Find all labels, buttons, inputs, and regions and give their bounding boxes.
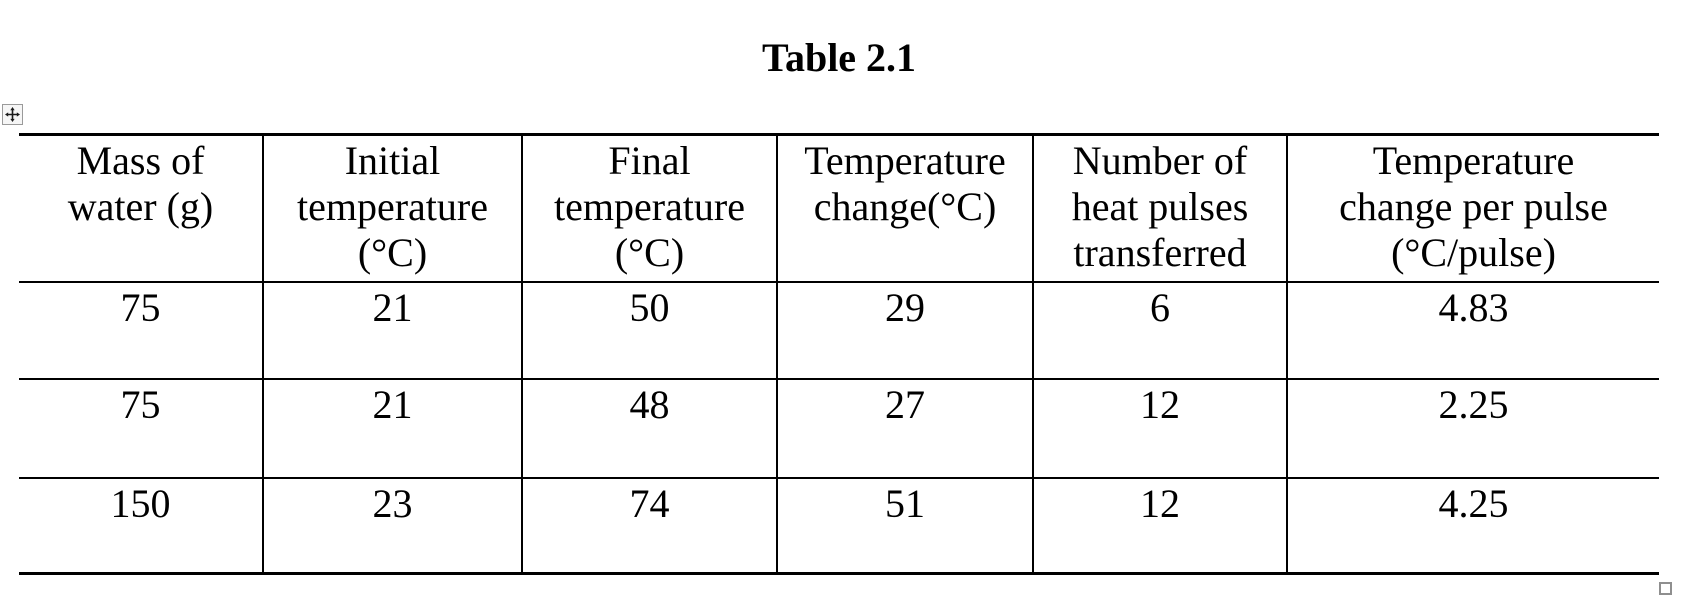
- table-move-handle[interactable]: [2, 104, 23, 125]
- table-row: 75 21 48 27 12 2.25: [19, 378, 1659, 479]
- col-header-initial-temperature[interactable]: Initial temperature (°C): [262, 134, 522, 283]
- cell-pulses[interactable]: 12: [1032, 378, 1287, 479]
- cell-pulses[interactable]: 12: [1032, 477, 1287, 574]
- col-header-final-temperature[interactable]: Final temperature (°C): [521, 134, 777, 283]
- cell-change-per-pulse[interactable]: 4.25: [1286, 477, 1659, 574]
- cell-initial-temp[interactable]: 23: [262, 477, 522, 574]
- table-row: 75 21 50 29 6 4.83: [19, 281, 1659, 380]
- cell-change-per-pulse[interactable]: 2.25: [1286, 378, 1659, 479]
- cell-final-temp[interactable]: 74: [521, 477, 777, 574]
- cell-temp-change[interactable]: 51: [776, 477, 1033, 574]
- cell-change-per-pulse[interactable]: 4.83: [1286, 281, 1659, 380]
- cell-pulses[interactable]: 6: [1032, 281, 1287, 380]
- cell-final-temp[interactable]: 48: [521, 378, 777, 479]
- data-table: Mass of water (g) Initial temperature (°…: [19, 133, 1659, 575]
- col-header-mass-of-water[interactable]: Mass of water (g): [19, 134, 263, 283]
- cell-final-temp[interactable]: 50: [521, 281, 777, 380]
- move-cross-icon: [5, 107, 20, 122]
- cell-mass[interactable]: 75: [19, 281, 263, 380]
- table-caption[interactable]: Table 2.1: [761, 35, 917, 80]
- header-row: Mass of water (g) Initial temperature (°…: [19, 134, 1659, 283]
- col-header-change-per-pulse[interactable]: Temperature change per pulse (°C/pulse): [1286, 134, 1659, 283]
- col-header-temperature-change[interactable]: Temperature change(°C): [776, 134, 1033, 283]
- cell-mass[interactable]: 75: [19, 378, 263, 479]
- col-header-heat-pulses[interactable]: Number of heat pulses transferred: [1032, 134, 1287, 283]
- cell-mass[interactable]: 150: [110, 480, 171, 526]
- cell-initial-temp[interactable]: 21: [262, 378, 522, 479]
- cell-temp-change[interactable]: 27: [776, 378, 1033, 479]
- cell-temp-change[interactable]: 29: [776, 281, 1033, 380]
- cell-initial-temp[interactable]: 21: [262, 281, 522, 380]
- table-row: 150 23 74 51 12 4.25: [19, 477, 1659, 574]
- table-resize-handle[interactable]: [1659, 582, 1672, 595]
